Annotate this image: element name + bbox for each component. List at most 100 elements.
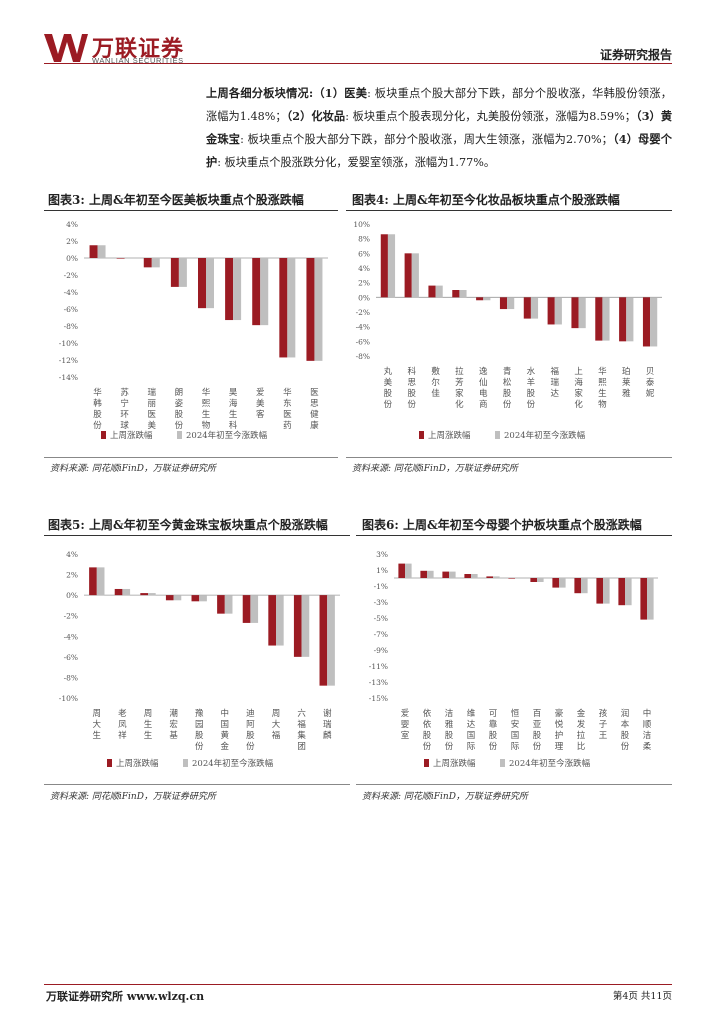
x-category-label: 医思健康 <box>310 388 319 431</box>
bar-ytd <box>233 258 242 321</box>
summary-paragraph: 上周各细分板块情况:（1）医美: 板块重点个股大部分下跌，部分个股收涨，华韩股份… <box>206 82 672 174</box>
bar-week <box>619 297 627 342</box>
y-tick-label: -10% <box>59 694 78 703</box>
bar-ytd <box>151 258 160 268</box>
legend-ytd-label: 2024年初至今涨跌幅 <box>186 430 268 441</box>
summary-tag-medical-beauty: （1）医美 <box>313 86 368 100</box>
legend-week-swatch <box>107 759 112 767</box>
footer-divider <box>44 984 672 985</box>
x-category-label: 维达国际 <box>467 708 476 752</box>
bar-ytd <box>625 578 632 606</box>
bar-ytd <box>559 578 566 588</box>
bar-week <box>499 297 508 310</box>
y-tick-label: 0% <box>66 591 78 600</box>
bar-week <box>640 578 647 620</box>
y-tick-label: 10% <box>353 220 370 229</box>
bar-ytd <box>97 245 106 258</box>
bar-week <box>530 578 537 582</box>
bar-week <box>143 258 152 268</box>
bar-week <box>165 595 174 601</box>
x-category-label: 瑞丽医美 <box>148 387 157 431</box>
bar-ytd <box>435 285 443 298</box>
figure-4-top-rule <box>346 210 672 211</box>
bar-ytd <box>650 297 658 347</box>
figure-5-top-rule <box>44 535 350 536</box>
bar-ytd <box>301 595 310 657</box>
footer-left-text: 万联证券研究所 www.wlzq.cn <box>46 990 205 1003</box>
bar-ytd <box>260 258 269 326</box>
figure-6-top-rule <box>356 535 672 536</box>
x-category-label: 青松股份 <box>503 366 512 410</box>
figure-3-chart: 4% 2% 0% -2% -4% -6% -8% -10% -12% -14% 华韩股份 苏宁环球 瑞丽… <box>59 220 328 441</box>
summary-tag-cosmetics: （2）化妆品 <box>286 109 346 123</box>
x-category-label: 洁雅股份 <box>445 708 454 752</box>
x-category-label: 豪悦护理 <box>555 708 564 752</box>
bar-ytd <box>537 578 544 582</box>
y-tick-label: -4% <box>64 632 78 641</box>
y-tick-label: -6% <box>356 337 370 346</box>
logo-icon <box>44 34 88 62</box>
y-tick-label: -7% <box>374 630 388 639</box>
bar-ytd <box>148 593 156 596</box>
bar-week <box>596 578 603 604</box>
y-tick-label: -4% <box>64 288 78 297</box>
bar-week <box>114 588 123 596</box>
bar-ytd <box>493 576 500 578</box>
bar-week <box>198 258 206 309</box>
header-divider <box>44 63 672 64</box>
x-category-label: 可靠股份 <box>489 709 498 752</box>
x-category-label: 丸美股份 <box>384 366 393 410</box>
bar-week <box>191 595 200 602</box>
bar-ytd <box>449 571 456 578</box>
figure-4-title: 图表4: 上周&年初至今化妆品板块重点个股涨跌幅 <box>352 193 620 207</box>
x-category-label: 敷尔佳 <box>431 366 440 399</box>
x-category-label: 六福集团 <box>297 708 306 752</box>
y-tick-label: 1% <box>376 566 388 575</box>
bar-week <box>571 297 579 329</box>
x-category-label: 华熙生物 <box>202 387 211 431</box>
bar-ytd <box>554 297 562 325</box>
bar-week <box>279 258 288 358</box>
bar-ytd <box>405 563 412 578</box>
x-category-label: 百亚股份 <box>533 709 542 752</box>
y-tick-label: -8% <box>64 322 78 331</box>
bar-week <box>380 234 388 298</box>
legend-ytd-label: 2024年初至今涨跌幅 <box>192 758 274 769</box>
logo-text: 万联证券 <box>92 37 185 62</box>
legend-ytd-swatch <box>183 759 188 767</box>
x-category-label: 科思股份 <box>407 366 416 410</box>
bar-week <box>442 571 449 578</box>
y-tick-label: -5% <box>374 614 388 623</box>
x-category-label: 依依股份 <box>423 708 432 752</box>
y-tick-label: -14% <box>59 373 78 382</box>
bar-ytd <box>459 290 467 298</box>
bar-ytd <box>515 578 522 579</box>
bar-ytd <box>276 595 284 646</box>
bar-ytd <box>96 567 105 596</box>
legend-week-swatch <box>101 431 106 439</box>
figure-4-bottom-rule <box>346 457 672 458</box>
bar-ytd <box>124 258 133 259</box>
bar-week <box>574 578 581 594</box>
y-tick-label: -3% <box>374 598 388 607</box>
x-category-label: 拉芳家化 <box>455 366 464 410</box>
y-tick-label: -15% <box>369 694 388 703</box>
bar-week <box>428 285 436 298</box>
summary-text-cosmetics: : 板块重点个股表现分化，丸美股份领涨，涨幅为8.59%； <box>345 110 636 123</box>
bar-ytd <box>199 595 207 602</box>
bar-week <box>452 290 460 298</box>
figure-6-chart: 3% 1% -1% -3% -5% -7% -9% -11% -13% -15% 爱婴室 依依股份 洁雅… <box>369 550 658 769</box>
figure-3-title: 图表3: 上周&年初至今医美板块重点个股涨跌幅 <box>48 193 304 207</box>
x-category-label: 朗姿股份 <box>175 387 184 431</box>
y-tick-label: 8% <box>358 235 370 244</box>
bar-week <box>508 578 515 579</box>
legend-ytd-swatch <box>177 431 182 439</box>
y-tick-label: -2% <box>64 612 78 621</box>
bar-week <box>319 595 328 686</box>
bar-week <box>595 297 603 341</box>
x-category-label: 华东医药 <box>283 387 292 431</box>
y-tick-label: 0% <box>66 254 78 263</box>
y-tick-label: -8% <box>356 352 370 361</box>
x-category-label: 润本股份 <box>621 708 630 752</box>
bar-ytd <box>314 258 323 361</box>
